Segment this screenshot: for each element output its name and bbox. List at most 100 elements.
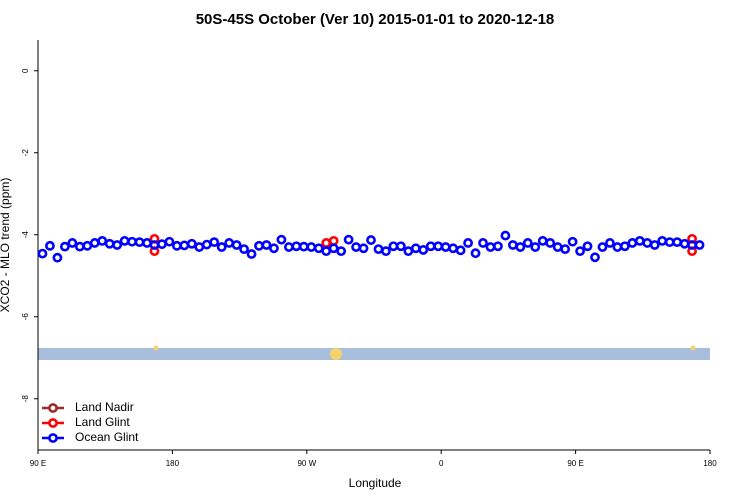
point bbox=[119, 235, 130, 246]
point bbox=[321, 238, 332, 248]
point bbox=[171, 240, 182, 251]
point bbox=[201, 239, 212, 250]
point bbox=[358, 243, 369, 254]
point bbox=[194, 242, 205, 252]
point bbox=[522, 238, 533, 248]
point bbox=[537, 235, 548, 246]
point bbox=[485, 242, 496, 252]
land-dot bbox=[153, 345, 159, 351]
point bbox=[440, 242, 451, 252]
point bbox=[560, 244, 571, 254]
x-tick-label: 90 E bbox=[567, 459, 583, 468]
point bbox=[112, 240, 123, 250]
point bbox=[276, 234, 287, 245]
point bbox=[455, 245, 466, 256]
point bbox=[619, 241, 630, 252]
point bbox=[649, 240, 660, 250]
point bbox=[134, 237, 145, 248]
point bbox=[164, 236, 175, 247]
point bbox=[597, 242, 608, 252]
point bbox=[157, 239, 167, 250]
point bbox=[321, 246, 332, 257]
point bbox=[642, 238, 653, 248]
point bbox=[672, 237, 683, 248]
point bbox=[283, 242, 294, 252]
point bbox=[575, 246, 585, 257]
point bbox=[179, 240, 190, 251]
point bbox=[298, 241, 309, 252]
point bbox=[493, 241, 503, 252]
point bbox=[89, 238, 100, 248]
point bbox=[306, 242, 317, 252]
point bbox=[418, 245, 429, 255]
point bbox=[395, 241, 406, 252]
legend-label: Land Glint bbox=[75, 415, 130, 429]
point bbox=[612, 242, 623, 252]
point bbox=[37, 248, 48, 259]
y-tick-label: -6 bbox=[21, 313, 30, 321]
legend-marker bbox=[48, 403, 58, 413]
point bbox=[590, 252, 600, 263]
point bbox=[254, 240, 264, 251]
point bbox=[351, 242, 361, 252]
point bbox=[448, 243, 459, 254]
point bbox=[336, 246, 347, 257]
point bbox=[52, 252, 63, 263]
y-tick-label: 0 bbox=[21, 68, 30, 73]
chart-title: 50S-45S October (Ver 10) 2015-01-01 to 2… bbox=[196, 11, 555, 28]
y-tick-label: -4 bbox=[21, 231, 30, 239]
point bbox=[373, 244, 384, 254]
y-tick-label: -8 bbox=[21, 395, 30, 403]
point bbox=[545, 238, 556, 248]
point bbox=[567, 236, 578, 247]
point bbox=[366, 235, 376, 245]
point bbox=[149, 240, 160, 250]
point bbox=[687, 240, 697, 250]
land-band bbox=[38, 348, 710, 360]
point bbox=[104, 238, 115, 249]
point bbox=[381, 246, 391, 257]
point bbox=[507, 240, 518, 250]
point bbox=[67, 238, 78, 248]
point bbox=[425, 241, 436, 252]
point bbox=[216, 242, 227, 252]
point bbox=[552, 242, 563, 252]
point bbox=[246, 249, 257, 259]
point bbox=[209, 237, 220, 248]
x-tick-label: 90 W bbox=[297, 459, 316, 468]
x-tick-label: 0 bbox=[439, 459, 444, 468]
point bbox=[664, 237, 675, 248]
point bbox=[530, 242, 541, 252]
point bbox=[694, 240, 705, 250]
land-dot bbox=[690, 345, 696, 351]
point bbox=[410, 243, 421, 254]
point bbox=[142, 238, 152, 248]
x-tick-label: 90 E bbox=[30, 459, 46, 468]
x-axis-label: Longitude bbox=[349, 476, 402, 490]
point bbox=[582, 241, 593, 252]
point bbox=[478, 238, 488, 248]
point bbox=[328, 243, 339, 254]
point bbox=[224, 238, 235, 248]
point bbox=[82, 240, 93, 251]
point bbox=[186, 238, 197, 249]
point bbox=[127, 236, 137, 247]
point bbox=[679, 238, 690, 249]
point bbox=[388, 241, 399, 252]
point bbox=[433, 241, 444, 252]
point bbox=[269, 243, 279, 254]
point bbox=[239, 244, 249, 254]
point bbox=[605, 238, 615, 248]
legend-marker bbox=[48, 433, 58, 443]
x-tick-label: 180 bbox=[166, 459, 180, 468]
y-axis-label: XCO2 - MLO trend (ppm) bbox=[0, 178, 12, 313]
y-tick-label: -2 bbox=[21, 149, 30, 157]
legend-label: Ocean Glint bbox=[75, 430, 139, 444]
point bbox=[470, 248, 481, 259]
x-tick-label: 180 bbox=[703, 459, 717, 468]
point bbox=[261, 240, 272, 250]
legend-label: Land Nadir bbox=[75, 400, 134, 414]
point bbox=[231, 240, 242, 250]
point bbox=[463, 238, 473, 248]
